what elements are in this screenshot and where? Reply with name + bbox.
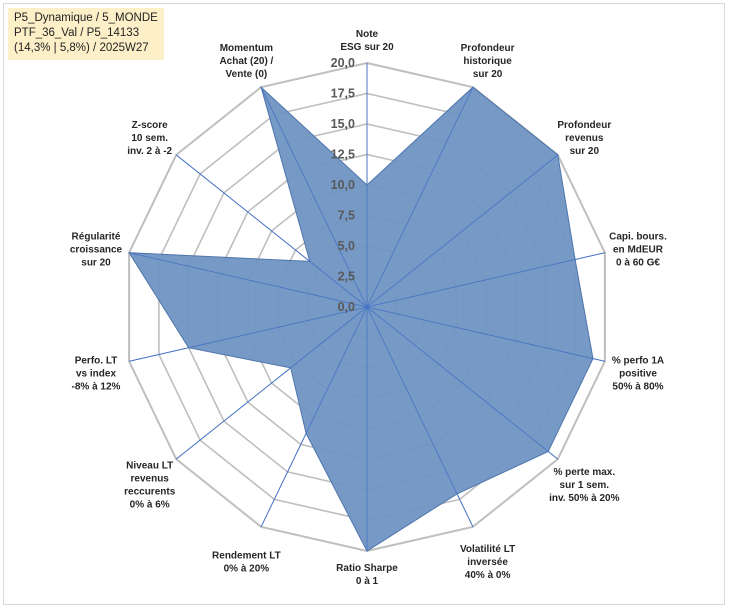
category-label-line: Profondeur [557,120,611,131]
category-label-line: revenus [565,133,604,144]
category-label-line: vs index [76,368,116,379]
category-label-line: Ratio Sharpe [336,563,398,574]
tick-label-5: 12,5 [331,148,355,162]
category-label-4: % perfo 1A positive 50% à 80% [612,355,664,392]
radar-spoke-overlay-5 [366,306,559,460]
category-label-line: Niveau LT [126,460,173,471]
category-label-line: 50% à 80% [612,381,663,392]
category-label-5: % perte max. sur 1 sem. inv. 50% à 20% [549,467,620,504]
category-label-line: -8% à 12% [72,381,121,392]
radar-spoke-overlay-4 [366,306,605,362]
tick-label-3: 7,5 [338,209,355,223]
category-label-line: inv. 50% à 20% [549,493,620,504]
category-label-6: Volatilité LT inversée 40% à 0% [460,544,515,581]
radar-spoke-overlay-2 [366,154,559,308]
radar-spoke-overlay-9 [175,306,368,460]
category-label-line: reccurents [124,486,176,497]
tick-label-6: 15,0 [331,117,355,131]
category-label-line: croissance [70,245,123,256]
category-label-line: Profondeur [461,43,515,54]
tick-label-4: 10,0 [331,178,355,192]
category-label-3: Capi. bours. en MdEUR 0 à 60 G€ [609,232,667,269]
category-label-line: en MdEUR [613,245,664,256]
tick-label-8: 20,0 [331,56,355,70]
tick-label-0: 0,0 [338,300,355,314]
category-label-line: 40% à 0% [465,570,511,581]
category-label-line: inv. 2 à -2 [127,146,172,157]
radar-spoke-overlay-10 [129,306,368,362]
tick-label-1: 2,5 [338,270,355,284]
category-label-7: Ratio Sharpe 0 à 1 [336,563,398,587]
category-label-line: Vente (0) [226,69,268,80]
tick-label-2: 5,0 [338,239,355,253]
tick-label-7: 17,5 [331,87,355,101]
category-label-line: Volatilité LT [460,544,515,555]
category-label-1: Profondeur historique sur 20 [461,43,515,80]
radial-tick-labels: 0,0 2,5 5,0 7,5 10,0 12,5 15,0 17,5 20,0 [331,56,355,314]
category-label-line: Z-score [132,120,169,131]
radar-spoke-overlay-12 [175,154,368,308]
category-label-line: positive [619,368,657,379]
category-label-line: 0 à 1 [356,576,379,587]
category-label-line: Rendement LT [212,551,281,562]
category-label-0: Note ESG sur 20 [340,29,394,53]
category-label-line: % perfo 1A [612,355,664,366]
category-label-line: Momentum [220,43,273,54]
category-label-line: 0% à 20% [224,564,270,575]
info-line-3: (14,3% | 5,8%) / 2025W27 [14,42,149,54]
category-label-line: ESG sur 20 [340,42,394,53]
radar-spoke-overlay-6 [366,306,474,527]
category-label-line: 0 à 60 G€ [616,258,660,269]
category-label-line: sur 1 sem. [560,480,610,491]
category-label-2: Profondeur revenus sur 20 [557,120,611,157]
category-label-line: Capi. bours. [609,232,667,243]
category-label-line: Achat (20) / [219,56,273,67]
category-label-13: Momentum Achat (20) / Vente (0) [219,43,273,80]
category-label-10: Perfo. LT vs index -8% à 12% [72,355,121,392]
category-label-11: Régularité croissance sur 20 [70,232,123,269]
category-label-line: 0% à 6% [130,499,170,510]
radar-spoke-overlay-11 [129,252,368,308]
radar-spoke-overlay-1 [366,87,474,308]
category-label-line: historique [463,56,512,67]
radar-spoke-overlay-3 [366,252,605,308]
radar-spoke-overlay-13 [260,87,368,308]
category-label-line: sur 20 [473,69,503,80]
category-label-line: Note [356,29,379,40]
category-label-line: sur 20 [570,146,600,157]
category-label-line: sur 20 [81,258,111,269]
category-label-9: Niveau LT revenus reccurents 0% à 6% [124,460,176,510]
category-label-12: Z-score 10 sem. inv. 2 à -2 [127,120,172,157]
category-label-line: Perfo. LT [75,355,118,366]
category-labels: Note ESG sur 20 Profondeur historique sur 20… [70,29,667,587]
category-label-line: inversée [467,557,508,568]
category-label-line: Régularité [72,232,121,243]
category-label-8: Rendement LT 0% à 20% [212,551,281,575]
category-label-line: revenus [131,473,170,484]
radar-series [128,63,605,552]
portfolio-info-box: P5_Dynamique / 5_MONDE PTF_36_Val / P5_1… [8,8,164,60]
category-label-line: 10 sem. [131,133,168,144]
category-label-line: % perte max. [553,467,615,478]
info-line-1: P5_Dynamique / 5_MONDE [14,12,158,24]
radar-spoke-overlay-8 [260,306,368,527]
info-line-2: PTF_36_Val / P5_14133 [14,27,140,39]
